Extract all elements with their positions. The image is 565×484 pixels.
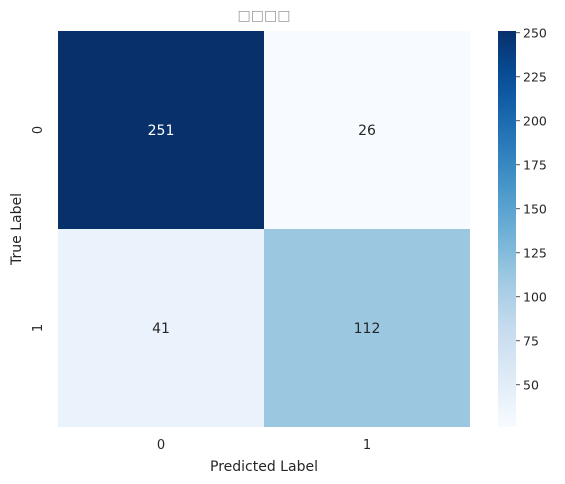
colorbar-tick-label: 125 [523, 245, 547, 260]
heatmap-cells [58, 31, 470, 427]
heatmap-cell [264, 229, 470, 427]
x-tick-label: 1 [363, 438, 371, 453]
x-tick-label: 0 [157, 438, 165, 453]
heatmap-cell [58, 31, 264, 229]
cell-value: 251 [148, 123, 175, 139]
colorbar-ticks: 50 75 100 125 150 175 200 225 250 [516, 25, 547, 392]
y-axis-label: True Label [9, 193, 25, 266]
colorbar-tick-label: 225 [523, 69, 547, 84]
cell-annotations: 251 26 41 112 [148, 123, 381, 337]
chart-title: □□□□ [238, 8, 291, 24]
colorbar [498, 31, 516, 427]
heatmap-cell [58, 229, 264, 427]
colorbar-tick-label: 175 [523, 157, 547, 172]
colorbar-tick-label: 100 [523, 289, 547, 304]
colorbar-tick-label: 250 [523, 25, 547, 40]
heatmap-cell [264, 31, 470, 229]
colorbar-tick-label: 75 [523, 333, 539, 348]
cell-value: 112 [354, 321, 381, 337]
y-tick-label: 0 [31, 126, 46, 134]
colorbar-tick-label: 200 [523, 113, 547, 128]
colorbar-tick-label: 150 [523, 201, 547, 216]
y-tick-label: 1 [31, 324, 46, 332]
y-axis-ticks: 01 [31, 126, 46, 332]
cell-value: 41 [152, 321, 170, 337]
x-axis-label: Predicted Label [210, 459, 318, 475]
colorbar-tick-label: 50 [523, 377, 539, 392]
cell-value: 26 [358, 123, 376, 139]
